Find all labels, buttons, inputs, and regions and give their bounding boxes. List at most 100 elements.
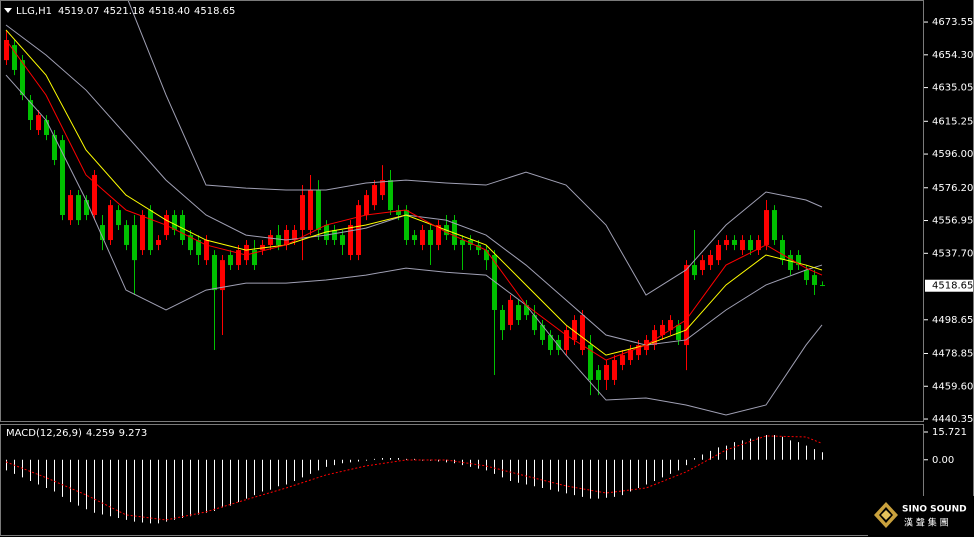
low-value: 4518.40 <box>149 6 190 17</box>
candle-body <box>636 345 641 356</box>
y-tick-label: 15.721 <box>932 427 967 438</box>
candle-body <box>484 250 489 261</box>
logo-name: SINO SOUND <box>902 505 967 515</box>
y-tick-label: 4615.25 <box>932 116 973 127</box>
candle-body <box>612 360 617 380</box>
candle-body <box>252 250 257 266</box>
candle-body <box>396 210 401 216</box>
candle-body <box>196 240 201 256</box>
open-value: 4519.07 <box>58 6 99 17</box>
candle-body <box>108 205 113 241</box>
candle-body <box>316 189 321 230</box>
watermark-logo: SINO SOUND 漢 聲 集 團 <box>868 496 974 537</box>
macd-value: 4.259 <box>86 428 115 439</box>
candle-body <box>748 240 753 251</box>
candle-body <box>516 305 521 321</box>
candle-body <box>668 320 673 331</box>
candle-body <box>652 330 657 346</box>
candle-body <box>524 305 529 316</box>
candle-body <box>380 180 385 196</box>
candle-body <box>28 100 33 121</box>
y-tick-label: 4459.60 <box>932 381 973 392</box>
candle-body <box>428 229 433 245</box>
price-header: LLG,H1 4519.07 4521.18 4518.40 4518.65 <box>16 6 235 17</box>
symbol: LLG,H1 <box>16 6 52 17</box>
candle-body <box>284 229 289 245</box>
candle-body <box>180 215 185 241</box>
candle-body <box>388 180 393 211</box>
candle-body <box>308 189 313 230</box>
candle-body <box>124 225 129 245</box>
candle-body <box>12 45 17 70</box>
candle-body <box>52 134 57 161</box>
candle-body <box>628 349 633 361</box>
candle-body <box>172 215 177 230</box>
candle-body <box>788 255 793 270</box>
candle-body <box>660 324 665 336</box>
candle-body <box>324 225 329 241</box>
macd-panel-frame <box>0 424 924 536</box>
candle-body <box>780 240 785 261</box>
price-panel-frame <box>0 0 924 422</box>
candle-body <box>220 260 225 291</box>
indicator-line <box>127 0 823 296</box>
candle-body <box>156 240 161 245</box>
candle-body <box>460 240 465 245</box>
candle-body <box>452 220 457 245</box>
candle-body <box>412 235 417 241</box>
y-tick-label: 4498.65 <box>932 315 973 326</box>
menu-arrow[interactable] <box>4 8 12 13</box>
candle-body <box>68 195 73 221</box>
candle-body <box>212 255 217 291</box>
candle-body <box>20 60 25 95</box>
candle-body <box>44 120 49 135</box>
y-tick-label: 4576.20 <box>932 183 973 194</box>
candle-body <box>364 195 369 216</box>
y-tick-label: 4654.30 <box>932 50 973 61</box>
candle-body <box>204 240 209 261</box>
price-axis: 4673.55 4654.30 4635.05 4615.25 4596.00 4576.… <box>924 17 973 533</box>
candle-body <box>804 269 809 281</box>
candle-body <box>564 330 569 350</box>
last-price-label: 4518.65 <box>932 281 973 292</box>
candle-body <box>756 240 761 251</box>
candle-body <box>244 244 249 261</box>
candle-body <box>276 235 281 245</box>
candle-body <box>692 265 697 276</box>
signal-line <box>5 435 823 521</box>
close-value: 4518.65 <box>194 6 235 17</box>
y-tick-label: 4673.55 <box>932 17 973 28</box>
candle-body <box>332 229 337 241</box>
candle-body <box>492 255 497 310</box>
candle-body <box>60 140 65 216</box>
candle-body <box>596 370 601 380</box>
y-tick-label: 4635.05 <box>932 83 973 94</box>
candle-body <box>604 364 609 380</box>
candle-body <box>404 210 409 241</box>
candle-body <box>812 275 817 285</box>
candle-body <box>732 240 737 245</box>
candle-body <box>436 225 441 245</box>
candle-body <box>4 40 9 61</box>
candle-body <box>92 174 97 216</box>
indicator-line <box>5 24 823 346</box>
candle-body <box>340 235 345 245</box>
indicator-line <box>5 74 823 416</box>
candle-body <box>620 355 625 365</box>
candle-body <box>76 195 81 221</box>
y-tick-label: 4440.35 <box>932 414 973 425</box>
indicator-line <box>5 39 823 361</box>
candle-body <box>132 225 137 261</box>
candle-body <box>548 335 553 350</box>
logo-diamond-core <box>881 510 891 520</box>
candle-body <box>188 235 193 251</box>
y-tick-label: 4556.95 <box>932 216 973 227</box>
y-tick-label: 4478.85 <box>932 348 973 359</box>
signal-value: 9.273 <box>119 428 148 439</box>
candle-body <box>300 195 305 230</box>
candle-body <box>532 315 537 331</box>
logo-subtitle: 漢 聲 集 團 <box>904 517 949 529</box>
candle-body <box>356 205 361 256</box>
